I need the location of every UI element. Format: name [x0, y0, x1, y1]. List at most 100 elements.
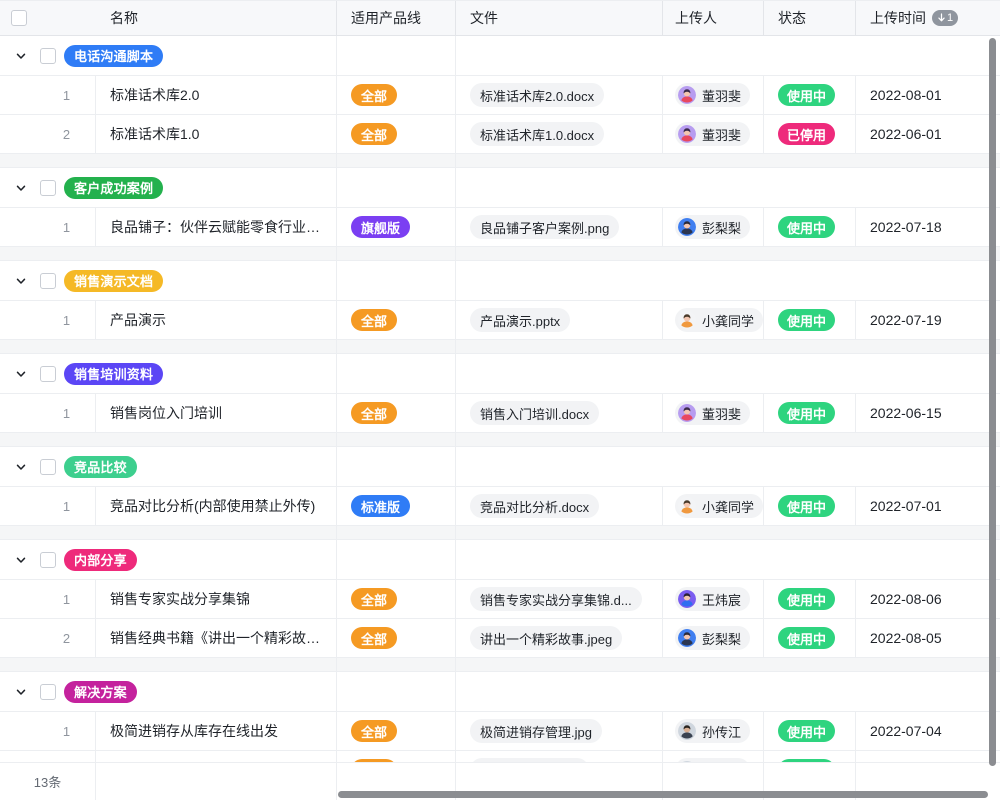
row-uploader-cell[interactable]: 彭梨梨	[663, 619, 764, 657]
row-file-cell[interactable]: 极简进销存管理.jpg	[456, 712, 663, 750]
table-row[interactable]: 1 标准话术库2.0 全部 标准话术库2.0.docx 董羽斐 使用中 2022-08-01	[0, 76, 1000, 115]
file-chip[interactable]: 销售专家实战分享集锦.d...	[470, 587, 642, 611]
group-select-checkbox[interactable]	[40, 458, 56, 475]
row-name-cell[interactable]: 极简进销存从库存在线出发	[96, 712, 337, 750]
row-select-cell[interactable]	[0, 751, 38, 762]
uploader-chip[interactable]: 孙传江	[675, 719, 751, 743]
row-status-cell[interactable]: 使用中	[764, 487, 856, 525]
table-row[interactable]: 1 良品铺子：伙伴云赋能零食行业数... 旗舰版 良品铺子客户案例.png 彭梨梨 使用中…	[0, 208, 1000, 247]
row-status-cell[interactable]: 使用中	[764, 301, 856, 339]
column-header-file[interactable]: 文件	[456, 1, 663, 35]
row-product-line-cell[interactable]: 全部	[337, 712, 456, 750]
table-row[interactable]: 2极简招聘管理从简历汇总出发全部 极简招聘管理.jpg 孙传江 使用中 2022-07-…	[0, 751, 1000, 762]
group-header-cell[interactable]: 客户成功案例	[0, 168, 337, 207]
group-select-checkbox[interactable]	[40, 551, 56, 568]
row-uploader-cell[interactable]: 孙传江	[663, 751, 764, 762]
row-name-cell[interactable]: 良品铺子：伙伴云赋能零食行业数...	[96, 208, 337, 246]
group-header-cell[interactable]: 销售演示文档	[0, 261, 337, 300]
row-product-line-cell[interactable]: 标准版	[337, 487, 456, 525]
file-chip[interactable]: 销售入门培训.docx	[470, 401, 600, 425]
row-uploader-cell[interactable]: 董羽斐	[663, 115, 764, 153]
row-select-cell[interactable]	[0, 301, 38, 339]
group-select-checkbox-wrap[interactable]	[40, 47, 56, 64]
chevron-down-icon[interactable]	[10, 686, 32, 698]
row-file-cell[interactable]: 标准话术库1.0.docx	[456, 115, 663, 153]
row-select-cell[interactable]	[0, 76, 38, 114]
row-status-cell[interactable]: 使用中	[764, 208, 856, 246]
chevron-down-icon[interactable]	[10, 554, 32, 566]
file-chip[interactable]: 标准话术库2.0.docx	[470, 83, 605, 107]
row-select-cell[interactable]	[0, 619, 38, 657]
group-select-checkbox[interactable]	[40, 683, 56, 700]
uploader-chip[interactable]: 董羽斐	[675, 122, 751, 146]
row-status-cell[interactable]: 使用中	[764, 580, 856, 618]
uploader-chip[interactable]: 彭梨梨	[675, 626, 751, 650]
row-product-line-cell[interactable]: 全部	[337, 301, 456, 339]
horizontal-scrollbar[interactable]	[338, 791, 988, 798]
uploader-chip[interactable]: 小龚同学	[675, 308, 764, 332]
uploader-chip[interactable]: 董羽斐	[675, 83, 751, 107]
row-product-line-cell[interactable]: 全部	[337, 580, 456, 618]
row-file-cell[interactable]: 产品演示.pptx	[456, 301, 663, 339]
table-body-scroll-area[interactable]: 电话沟通脚本 1 标准话术库2.0 全部 标准话术库2.0.docx 董羽斐 使用中 2022…	[0, 36, 1000, 762]
row-name-cell[interactable]: 销售经典书籍《讲出一个精彩故事...	[96, 619, 337, 657]
uploader-chip[interactable]: 彭梨梨	[675, 215, 751, 239]
column-header-product-line[interactable]: 适用产品线	[337, 1, 456, 35]
row-name-cell[interactable]: 标准话术库2.0	[96, 76, 337, 114]
table-row[interactable]: 2 标准话术库1.0 全部 标准话术库1.0.docx 董羽斐 已停用 2022-06-01	[0, 115, 1000, 154]
group-header-row[interactable]: 客户成功案例	[0, 168, 1000, 208]
group-select-checkbox-wrap[interactable]	[40, 365, 56, 382]
row-uploader-cell[interactable]: 小龚同学	[663, 301, 764, 339]
row-uploader-cell[interactable]: 董羽斐	[663, 394, 764, 432]
table-row[interactable]: 1 竞品对比分析(内部使用禁止外传) 标准版 竞品对比分析.docx 小龚同学 使用中 20…	[0, 487, 1000, 526]
row-uploader-cell[interactable]: 王炜宸	[663, 580, 764, 618]
uploader-chip[interactable]: 小龚同学	[675, 494, 764, 518]
group-select-checkbox[interactable]	[40, 272, 56, 289]
uploader-chip[interactable]: 王炜宸	[675, 587, 751, 611]
vertical-scrollbar[interactable]	[989, 38, 996, 766]
row-uploader-cell[interactable]: 董羽斐	[663, 76, 764, 114]
chevron-down-icon[interactable]	[10, 461, 32, 473]
row-status-cell[interactable]: 已停用	[764, 115, 856, 153]
row-name-cell[interactable]: 极简招聘管理从简历汇总出发	[96, 751, 337, 762]
group-header-row[interactable]: 解决方案	[0, 672, 1000, 712]
group-select-checkbox-wrap[interactable]	[40, 272, 56, 289]
group-select-checkbox-wrap[interactable]	[40, 179, 56, 196]
row-file-cell[interactable]: 讲出一个精彩故事.jpeg	[456, 619, 663, 657]
group-select-checkbox-wrap[interactable]	[40, 458, 56, 475]
group-header-row[interactable]: 销售演示文档	[0, 261, 1000, 301]
table-row[interactable]: 2 销售经典书籍《讲出一个精彩故事... 全部 讲出一个精彩故事.jpeg 彭梨梨 使用中…	[0, 619, 1000, 658]
row-product-line-cell[interactable]: 全部	[337, 76, 456, 114]
row-name-cell[interactable]: 销售专家实战分享集锦	[96, 580, 337, 618]
file-chip[interactable]: 良品铺子客户案例.png	[470, 215, 620, 239]
column-header-name[interactable]: 名称	[96, 1, 337, 35]
file-chip[interactable]: 讲出一个精彩故事.jpeg	[470, 626, 623, 650]
row-name-cell[interactable]: 标准话术库1.0	[96, 115, 337, 153]
row-file-cell[interactable]: 良品铺子客户案例.png	[456, 208, 663, 246]
row-select-cell[interactable]	[0, 487, 38, 525]
group-select-checkbox[interactable]	[40, 47, 56, 64]
uploader-chip[interactable]: 孙传江	[675, 758, 751, 762]
group-header-row[interactable]: 电话沟通脚本	[0, 36, 1000, 76]
sort-indicator-badge[interactable]: 1	[932, 10, 959, 26]
row-file-cell[interactable]: 竞品对比分析.docx	[456, 487, 663, 525]
file-chip[interactable]: 标准话术库1.0.docx	[470, 122, 605, 146]
row-status-cell[interactable]: 使用中	[764, 619, 856, 657]
row-status-cell[interactable]: 使用中	[764, 712, 856, 750]
group-select-checkbox-wrap[interactable]	[40, 683, 56, 700]
row-product-line-cell[interactable]: 全部	[337, 619, 456, 657]
group-header-cell[interactable]: 销售培训资料	[0, 354, 337, 393]
row-file-cell[interactable]: 销售入门培训.docx	[456, 394, 663, 432]
uploader-chip[interactable]: 董羽斐	[675, 401, 751, 425]
row-status-cell[interactable]: 使用中	[764, 394, 856, 432]
group-header-cell[interactable]: 竞品比较	[0, 447, 337, 486]
chevron-down-icon[interactable]	[10, 50, 32, 62]
row-status-cell[interactable]: 使用中	[764, 751, 856, 762]
row-uploader-cell[interactable]: 小龚同学	[663, 487, 764, 525]
row-name-cell[interactable]: 销售岗位入门培训	[96, 394, 337, 432]
group-header-row[interactable]: 内部分享	[0, 540, 1000, 580]
column-header-uploader[interactable]: 上传人	[663, 1, 764, 35]
file-chip[interactable]: 竞品对比分析.docx	[470, 494, 600, 518]
chevron-down-icon[interactable]	[10, 275, 32, 287]
group-header-cell[interactable]: 解决方案	[0, 672, 337, 711]
